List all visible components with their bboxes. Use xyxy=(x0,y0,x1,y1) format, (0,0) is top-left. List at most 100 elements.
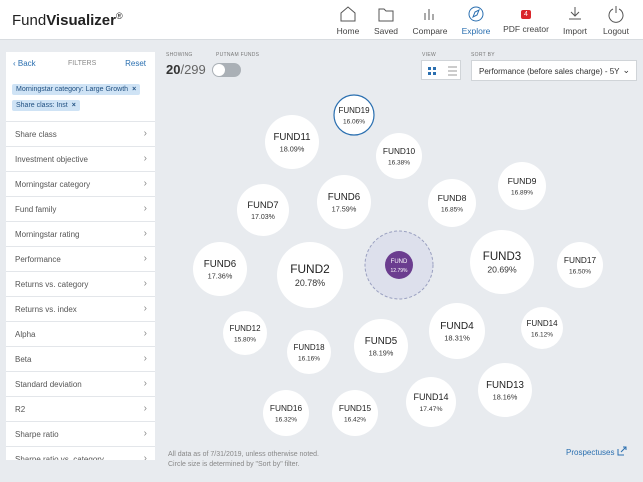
filter-item[interactable]: Sharpe ratio › xyxy=(6,421,155,446)
filter-item[interactable]: Sharpe ratio vs. category › xyxy=(6,446,155,460)
nav-item[interactable]: Logout xyxy=(591,4,641,36)
fund-bubble[interactable]: FUND15 16.42% xyxy=(332,390,378,436)
filter-item[interactable]: Morningstar rating › xyxy=(6,221,155,246)
prospectuses[interactable]: Prospectuses xyxy=(566,446,627,457)
fund-bubble[interactable]: FUND19 16.06% xyxy=(333,94,375,136)
nav-item[interactable]: Home xyxy=(323,4,373,36)
nav-item[interactable]: Compare xyxy=(405,4,455,36)
filter-item[interactable]: Standard deviation › xyxy=(6,371,155,396)
bubble-circle xyxy=(385,251,413,279)
filter-item-label: Returns vs. category xyxy=(15,280,89,289)
bubble-circle xyxy=(429,303,485,359)
logo-a: Fund xyxy=(12,12,47,29)
filter-item-label: Sharpe ratio xyxy=(15,430,59,439)
putnam-toggle[interactable] xyxy=(212,63,241,77)
fund-return: 17.36% xyxy=(208,271,233,280)
fund-bubble[interactable]: FUND16 16.32% xyxy=(263,390,309,436)
chip-remove[interactable]: × xyxy=(71,102,76,109)
filter-item[interactable]: Returns vs. category › xyxy=(6,271,155,296)
nav-badge: 4 xyxy=(521,10,531,19)
nav-item[interactable]: Explore xyxy=(451,4,501,36)
bubble-circle xyxy=(287,330,331,374)
nav-item[interactable]: 4 PDF creator xyxy=(501,4,551,34)
fund-bubble[interactable]: FUND 12.79% xyxy=(364,230,434,300)
filter-item-label: Morningstar category xyxy=(15,180,91,189)
filter-item[interactable]: Investment objective › xyxy=(6,146,155,171)
filter-item-label: Beta xyxy=(15,355,32,364)
chevron: › xyxy=(143,428,147,439)
fund-bubble[interactable]: FUND8 16.85% xyxy=(428,179,476,227)
view-label: VIEW xyxy=(422,52,436,58)
fund-return: 16.42% xyxy=(344,417,366,424)
filter-item-label: Investment objective xyxy=(15,155,88,164)
filter-item-label: Fund family xyxy=(15,205,57,214)
fund-bubble[interactable]: FUND18 16.16% xyxy=(287,330,331,374)
fund-bubble[interactable]: FUND17 16.50% xyxy=(557,242,603,288)
filter-item[interactable]: Fund family › xyxy=(6,196,155,221)
back[interactable]: ‹ Back xyxy=(13,59,36,68)
fund-return: 20.78% xyxy=(295,278,325,288)
fund-name: FUND15 xyxy=(339,404,372,413)
sort-select[interactable]: Performance (before sales charge) - 5Y ⌄ xyxy=(471,60,637,81)
filter-item-label: Returns vs. index xyxy=(15,305,77,314)
filter-chip[interactable]: Morningstar category: Large Growth × xyxy=(12,84,141,95)
filter-item[interactable]: Morningstar category › xyxy=(6,171,155,196)
fund-bubble[interactable]: FUND7 17.03% xyxy=(237,184,289,236)
filter-item[interactable]: Share class › xyxy=(6,121,155,146)
fund-name: FUND18 xyxy=(293,343,325,352)
filter-item-label: Performance xyxy=(15,255,61,264)
filter-item[interactable]: Alpha › xyxy=(6,321,155,346)
fund-return: 16.16% xyxy=(298,356,320,363)
view-switch[interactable] xyxy=(421,60,461,80)
logo[interactable]: FundVisualizer® xyxy=(12,11,123,29)
bubble-circle xyxy=(332,390,378,436)
filter-item[interactable]: Returns vs. index › xyxy=(6,296,155,321)
chevron: › xyxy=(143,378,147,389)
filter-item[interactable]: R2 › xyxy=(6,396,155,421)
fund-name: FUND14 xyxy=(526,319,558,328)
chip-remove[interactable]: × xyxy=(132,86,137,93)
sidebar: ‹ Back FILTERS Reset Morningstar categor… xyxy=(6,52,155,460)
footnote-2: Circle size is determined by "Sort by" f… xyxy=(168,461,300,468)
bubble-circle xyxy=(406,377,456,427)
fund-bubble[interactable]: FUND10 16.38% xyxy=(376,133,422,179)
fund-bubble[interactable]: FUND2 20.78% xyxy=(277,242,343,308)
fund-return: 16.06% xyxy=(343,119,365,126)
bubble-circle xyxy=(193,242,247,296)
bubble-circle xyxy=(428,179,476,227)
nav-item[interactable]: Import xyxy=(550,4,600,36)
fund-name: FUND5 xyxy=(365,336,397,347)
fund-bubble[interactable]: FUND12 15.80% xyxy=(223,311,267,355)
back-label: Back xyxy=(17,59,36,68)
fund-bubble[interactable]: FUND9 16.89% xyxy=(498,162,546,210)
fund-bubble[interactable]: FUND14 17.47% xyxy=(406,377,456,427)
filter-item[interactable]: Performance › xyxy=(6,246,155,271)
bubble-circle xyxy=(478,363,532,417)
nav-label: PDF creator xyxy=(503,24,549,34)
logo-mark: ® xyxy=(115,11,123,21)
reset[interactable]: Reset xyxy=(125,59,146,68)
filter-item[interactable]: Beta › xyxy=(6,346,155,371)
nav-icon xyxy=(608,6,624,23)
fund-bubble[interactable]: FUND3 20.69% xyxy=(470,230,534,294)
nav-label: Logout xyxy=(603,26,629,36)
fund-return: 15.80% xyxy=(234,337,256,344)
fund-return: 17.59% xyxy=(332,204,357,213)
fund-bubble[interactable]: FUND14 16.12% xyxy=(521,307,563,349)
fund-return: 18.09% xyxy=(280,144,305,153)
nav-item[interactable]: Saved xyxy=(361,4,411,36)
filter-chip[interactable]: Share class: Inst × xyxy=(12,100,80,111)
fund-name: FUND8 xyxy=(438,193,467,203)
chevron: › xyxy=(143,453,147,460)
fund-bubble[interactable]: FUND4 18.31% xyxy=(429,303,485,359)
fund-return: 18.31% xyxy=(444,334,470,343)
fund-return: 16.38% xyxy=(388,160,410,167)
nav-icon xyxy=(340,6,356,22)
footnote-1: All data as of 7/31/2019, unless otherwi… xyxy=(168,451,319,458)
